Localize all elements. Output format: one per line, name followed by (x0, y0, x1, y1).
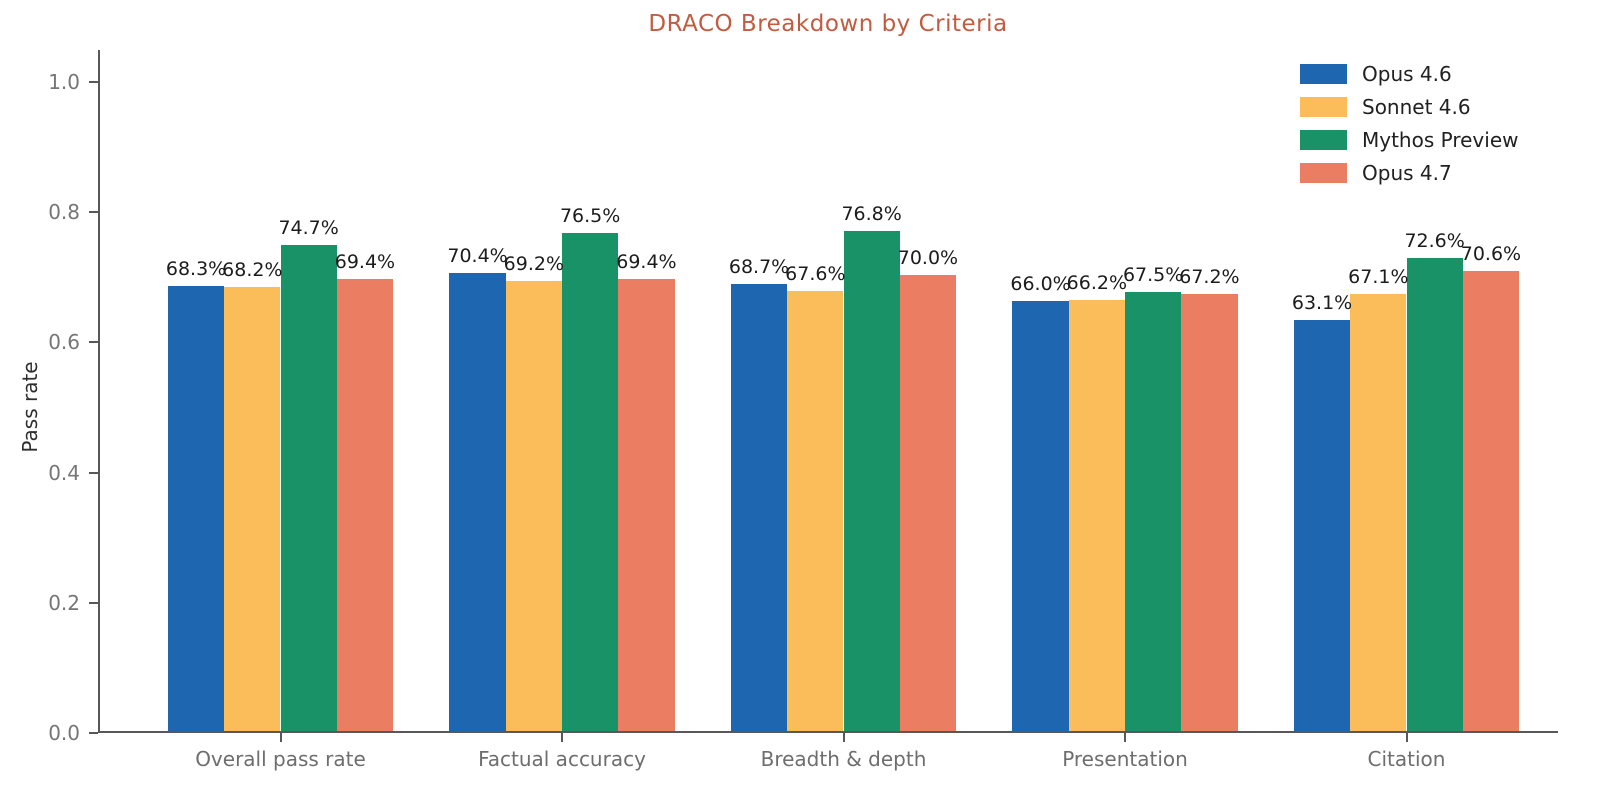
y-tick-label: 1.0 (48, 70, 80, 94)
bar (1462, 271, 1520, 731)
bar (449, 272, 506, 731)
bar (843, 231, 900, 731)
plot-area: 0.0 0.2 0.4 0.6 0.8 1.0 Overall pass rate Factu… (48, 50, 1558, 771)
legend-label: Mythos Preview (1362, 128, 1519, 152)
chart-title: DRACO Breakdown by Criteria (648, 11, 1008, 37)
y-axis-label: Pass rate (18, 361, 42, 453)
bar-value-label: 67.1% (1348, 266, 1409, 289)
x-tick (1124, 733, 1126, 742)
bar-value-label: 68.2% (222, 259, 283, 282)
bar (562, 233, 619, 731)
y-tick-label: 0.6 (48, 330, 80, 355)
legend: Opus 4.6 Sonnet 4.6 Mythos Preview Opus 4.7 (1300, 62, 1519, 185)
legend-swatch (1300, 130, 1347, 150)
y-tick-label: 0.0 (48, 721, 80, 745)
y-tick (89, 211, 98, 214)
x-tick (1405, 733, 1408, 742)
bar (730, 283, 788, 731)
bar-value-label: 66.0% (1010, 273, 1071, 296)
legend-item: Opus 4.7 (1300, 161, 1518, 185)
bar-value-label: 69.4% (334, 251, 396, 274)
bar-value-label: 74.7% (278, 216, 339, 239)
y-tick (89, 601, 98, 604)
x-tick (842, 733, 845, 742)
legend-label: Opus 4.7 (1362, 161, 1452, 185)
bar (1406, 258, 1463, 731)
bar-value-label: 66.2% (1066, 272, 1128, 295)
legend-item: Sonnet 4.6 (1300, 95, 1518, 119)
bar-value-label: 67.2% (1179, 265, 1240, 288)
bar (505, 280, 562, 731)
bar-value-label: 67.6% (785, 262, 846, 285)
bar-value-label: 70.4% (447, 244, 508, 267)
legend-item: Opus 4.6 (1300, 62, 1518, 86)
y-tick (89, 471, 98, 474)
bar-value-label: 67.5% (1122, 263, 1184, 286)
bar (1012, 301, 1069, 731)
bar-value-label: 76.5% (559, 205, 621, 227)
legend-label: Opus 4.6 (1362, 62, 1452, 86)
bar (224, 287, 281, 731)
bar-value-label: 68.7% (728, 255, 790, 278)
y-tick-label: 0.8 (48, 200, 80, 225)
bar (618, 279, 675, 731)
bar (167, 286, 225, 731)
bar-value-label: 63.1% (1291, 292, 1353, 315)
bar-value-label: 69.4% (616, 251, 677, 274)
bar (787, 290, 844, 731)
bar-value-label: 72.6% (1404, 230, 1465, 253)
bar (336, 279, 394, 731)
legend-swatch (1300, 64, 1347, 84)
bar (1068, 300, 1125, 731)
bar-value-label: 68.3% (165, 258, 227, 281)
x-tick-label: Factual accuracy (478, 747, 646, 771)
y-tick-label: 0.4 (48, 460, 80, 485)
x-tick-label: Presentation (1062, 747, 1188, 771)
x-tick (561, 733, 563, 742)
legend-item: Mythos Preview (1300, 128, 1519, 152)
bar (1293, 320, 1351, 731)
bar-value-label: 70.0% (897, 247, 959, 270)
bar (1181, 293, 1238, 731)
y-tick-label: 0.2 (48, 590, 80, 615)
bar (1350, 294, 1407, 731)
x-tick-label: Overall pass rate (195, 747, 366, 771)
bar-value-label: 70.6% (1460, 243, 1522, 266)
bar-value-label: 76.8% (841, 203, 902, 226)
bar (899, 275, 957, 731)
x-tick-label: Citation (1367, 747, 1446, 771)
x-tick (279, 733, 282, 742)
bar (280, 244, 337, 731)
legend-swatch (1300, 97, 1347, 117)
legend-label: Sonnet 4.6 (1362, 95, 1471, 119)
y-tick (89, 81, 98, 83)
bar (1125, 291, 1182, 731)
bar-value-label: 69.2% (503, 252, 565, 275)
x-tick-label: Breadth & depth (760, 747, 927, 771)
legend-swatch (1300, 163, 1347, 183)
y-tick (89, 732, 98, 734)
y-tick (89, 341, 98, 344)
